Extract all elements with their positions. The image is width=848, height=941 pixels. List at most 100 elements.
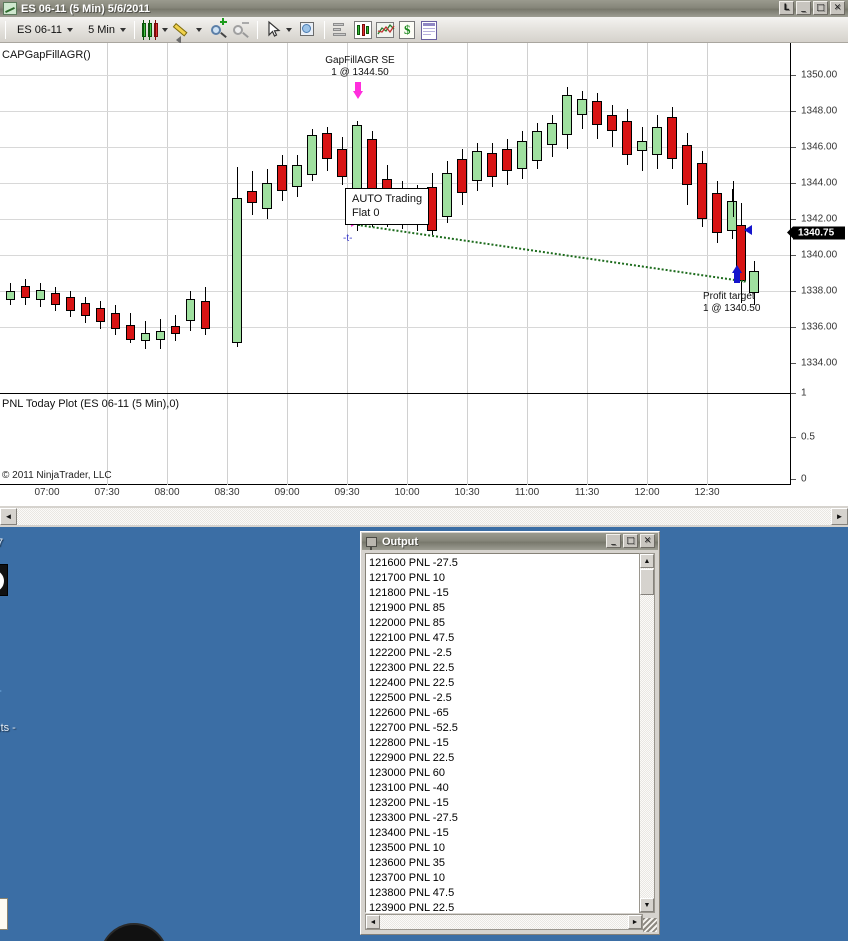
candle-body-down xyxy=(592,101,602,125)
list-item: 122700 PNL -52.5 xyxy=(369,722,458,734)
candle-body-down xyxy=(667,117,677,159)
price-tick-label: 1342.00 xyxy=(801,213,838,225)
time-tick-label: 09:00 xyxy=(274,487,300,498)
cursor-pointer-icon[interactable] xyxy=(263,19,293,41)
price-axis[interactable]: 1350.00 1348.00 1346.00 1344.00 1342.00 … xyxy=(790,43,848,485)
candle-body-down xyxy=(126,325,135,340)
axis-tick xyxy=(791,111,796,112)
zoom-in-icon[interactable] xyxy=(208,18,230,41)
list-item: 122300 PNL 22.5 xyxy=(369,662,455,674)
candle-body-up xyxy=(562,95,572,135)
scroll-left-button[interactable]: ◄ xyxy=(366,915,380,929)
pnl-subplot-panel[interactable]: PNL Today Plot (ES 06-11 (5 Min),0) © 20… xyxy=(0,393,790,485)
list-item: 123400 PNL -15 xyxy=(369,827,449,839)
chart-canvas[interactable]: CAPGapFillAGR() xyxy=(0,43,848,505)
list-item: 123700 PNL 10 xyxy=(369,872,446,884)
indicators-icon[interactable] xyxy=(330,19,352,41)
output-log-list[interactable]: 121600 PNL -27.5 121700 PNL 10 121800 PN… xyxy=(365,553,643,913)
pnl-tick-label: 1 xyxy=(801,387,807,399)
maximize-button[interactable]: □ xyxy=(623,534,638,548)
gridline-horizontal xyxy=(0,111,790,112)
scroll-left-button[interactable]: ◄ xyxy=(0,508,17,525)
maximize-button[interactable]: □ xyxy=(813,1,828,15)
resize-grip[interactable] xyxy=(643,918,657,932)
candle-body-down xyxy=(201,301,210,329)
window-titlebar[interactable]: ES 06-11 (5 Min) 5/6/2011 L _ □ ✕ xyxy=(0,0,848,17)
link-button[interactable]: L xyxy=(779,1,794,15)
candle-body-up xyxy=(292,165,302,187)
pnl-plot-label: PNL Today Plot (ES 06-11 (5 Min),0) xyxy=(2,398,180,410)
output-horizontal-scrollbar[interactable]: ◄ ► xyxy=(365,914,643,930)
list-item: 121900 PNL 85 xyxy=(369,602,446,614)
auto-trading-line1: AUTO Trading xyxy=(352,193,423,205)
scrollbar-thumb[interactable] xyxy=(640,569,654,595)
candle-body-up xyxy=(36,290,45,300)
time-tick-label: 10:00 xyxy=(394,487,420,498)
candle-body-up xyxy=(307,135,317,175)
output-window-buttons: _ □ ✕ xyxy=(606,534,655,548)
output-vertical-scrollbar[interactable]: ▲ ▼ xyxy=(639,553,655,913)
axis-tick xyxy=(791,437,796,438)
magnifier-icon[interactable] xyxy=(297,19,319,41)
desktop-icon-folder-label: der 7 xyxy=(0,537,4,549)
gridline-horizontal xyxy=(0,291,790,292)
candle-body-up xyxy=(156,331,165,340)
candle-body-down xyxy=(502,149,512,171)
close-button[interactable]: ✕ xyxy=(830,1,845,15)
window-title: ES 06-11 (5 Min) 5/6/2011 xyxy=(21,2,151,15)
time-axis[interactable]: 07:00 07:30 08:00 08:30 09:00 09:30 10:0… xyxy=(0,485,848,505)
output-window-titlebar[interactable]: Output _ □ ✕ xyxy=(362,533,658,550)
drawing-tools-icon[interactable] xyxy=(172,19,204,44)
chevron-down-icon xyxy=(285,27,292,32)
candle-body-up xyxy=(262,183,272,209)
plot-style-icon[interactable] xyxy=(374,19,396,41)
interval-selector-value: 5 Min xyxy=(88,23,115,36)
exit-annotation-line1: Profit target xyxy=(703,291,755,302)
entry-annotation-line2: 1 @ 1344.50 xyxy=(331,67,389,78)
scroll-down-button[interactable]: ▼ xyxy=(640,898,654,912)
list-item: 123200 PNL -15 xyxy=(369,797,449,809)
candle-body-up xyxy=(749,271,759,293)
gridline-vertical xyxy=(707,43,708,485)
candle-body-down xyxy=(322,133,332,159)
list-item: 123100 PNL -40 xyxy=(369,782,449,794)
auto-trading-status-box[interactable]: AUTO Trading Flat 0 xyxy=(345,188,430,225)
candle-body-up xyxy=(532,131,542,161)
time-tick-label: 12:30 xyxy=(694,487,720,498)
scroll-right-button[interactable]: ► xyxy=(628,915,642,929)
desktop-icon-folder[interactable]: der 7 xyxy=(0,537,3,550)
chart-icon xyxy=(3,2,17,15)
scrollbar-track[interactable] xyxy=(17,508,831,525)
chart-horizontal-scrollbar[interactable]: ◄ ► xyxy=(0,505,848,527)
minimize-button[interactable]: _ xyxy=(796,1,811,15)
desktop-icon-clock-bottom[interactable] xyxy=(100,923,168,941)
strategies-icon[interactable] xyxy=(352,19,374,41)
gridline-vertical xyxy=(647,43,648,485)
scroll-up-button[interactable]: ▲ xyxy=(640,554,654,568)
gridline-horizontal xyxy=(0,75,790,76)
candle-body-up xyxy=(637,141,647,151)
axis-tick xyxy=(791,219,796,220)
price-tick-label: 1350.00 xyxy=(801,69,838,81)
time-tick-label: 10:30 xyxy=(454,487,480,498)
zoom-out-icon[interactable] xyxy=(230,19,252,41)
close-button[interactable]: ✕ xyxy=(640,534,655,548)
candle-body-up xyxy=(517,141,527,169)
time-tick-label: 12:00 xyxy=(634,487,660,498)
output-window-icon xyxy=(366,536,377,550)
instrument-selector[interactable]: ES 06-11 xyxy=(11,20,76,39)
price-plot-area[interactable]: CAPGapFillAGR() xyxy=(0,43,790,485)
properties-icon[interactable] xyxy=(418,19,440,41)
gridline-vertical xyxy=(587,43,588,485)
clock-icon xyxy=(0,564,8,596)
candlestick-type-icon[interactable] xyxy=(140,19,170,41)
account-icon[interactable]: $ xyxy=(396,19,418,41)
arrow-icon xyxy=(0,815,8,841)
price-tick-label: 1346.00 xyxy=(801,141,838,153)
minimize-button[interactable]: _ xyxy=(606,534,621,548)
gridline-vertical xyxy=(227,43,228,485)
candle-body-up xyxy=(547,123,557,145)
scroll-right-button[interactable]: ► xyxy=(831,508,848,525)
interval-selector[interactable]: 5 Min xyxy=(82,20,129,39)
